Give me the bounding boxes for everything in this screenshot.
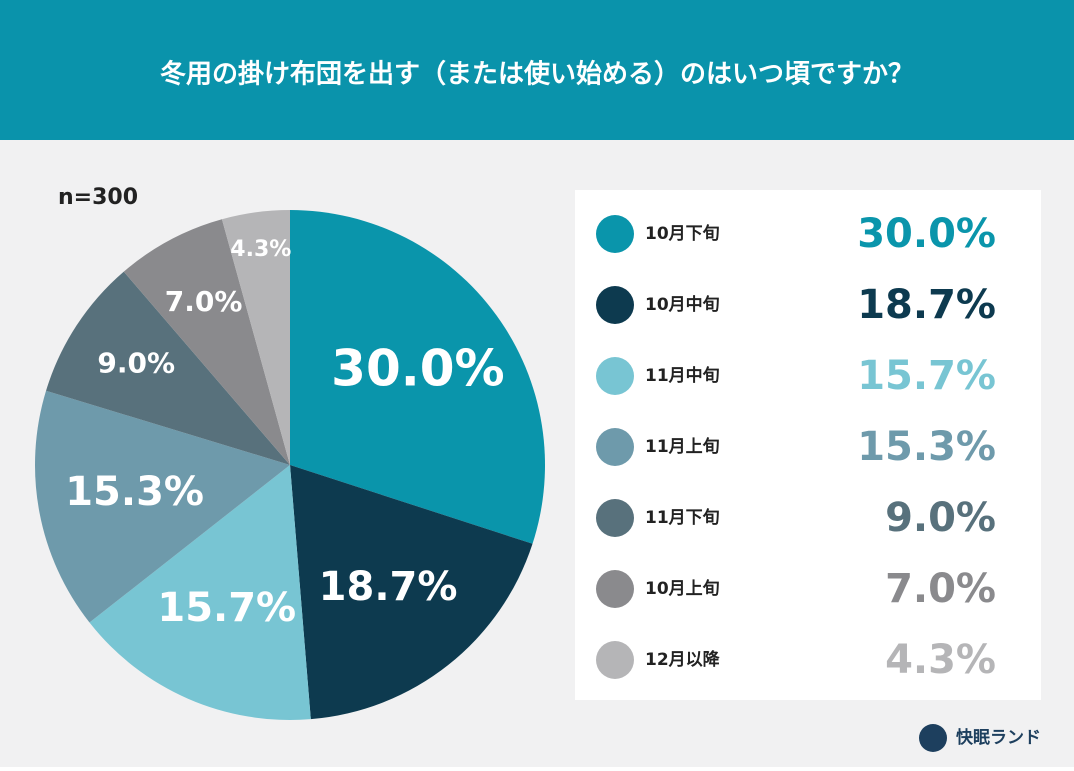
legend-marker — [596, 286, 634, 324]
pie-slice — [89, 465, 311, 721]
pie-slice — [221, 210, 290, 465]
pie-slice — [46, 271, 291, 465]
legend-value: 15.7% — [857, 353, 996, 399]
legend-label: 12月以降 — [645, 649, 721, 670]
legend-marker — [596, 357, 634, 395]
legend-label: 10月上旬 — [645, 578, 720, 599]
slice-label: 7.0% — [165, 285, 243, 318]
legend-marker — [596, 499, 634, 537]
legend-label: 11月中旬 — [645, 365, 720, 386]
legend-value: 18.7% — [857, 282, 996, 328]
legend-value: 7.0% — [885, 566, 996, 612]
pie-slice — [35, 390, 290, 623]
slice-label: 30.0% — [331, 340, 504, 398]
legend-value: 4.3% — [885, 637, 996, 683]
pie-slice — [290, 465, 533, 720]
legend-marker — [596, 215, 634, 253]
legend-marker — [596, 570, 634, 608]
legend-label: 10月下旬 — [645, 223, 720, 244]
slice-label: 18.7% — [319, 564, 458, 610]
slice-label: 15.3% — [65, 469, 204, 515]
legend-value: 30.0% — [857, 211, 996, 257]
brand-name: 快眠ランド — [956, 727, 1041, 748]
chart-title: 冬用の掛け布団を出す（または使い始める）のはいつ頃ですか？ — [160, 60, 914, 90]
legend-label: 11月下旬 — [645, 507, 720, 528]
slice-label: 4.3% — [230, 237, 291, 262]
legend-marker — [596, 641, 634, 679]
slice-label: 9.0% — [97, 347, 175, 380]
legend-marker — [596, 428, 634, 466]
pie-slice — [123, 219, 290, 465]
legend-value: 15.3% — [857, 424, 996, 470]
legend-box — [575, 190, 1041, 700]
slice-label: 15.7% — [157, 585, 296, 631]
legend-label: 10月中旬 — [645, 294, 720, 315]
legend-value: 9.0% — [885, 495, 996, 541]
pie-slice — [290, 210, 545, 544]
sample-size: n=300 — [58, 185, 138, 210]
legend-label: 11月上旬 — [645, 436, 720, 457]
brand-logo — [919, 724, 947, 752]
header-band — [0, 0, 1074, 140]
